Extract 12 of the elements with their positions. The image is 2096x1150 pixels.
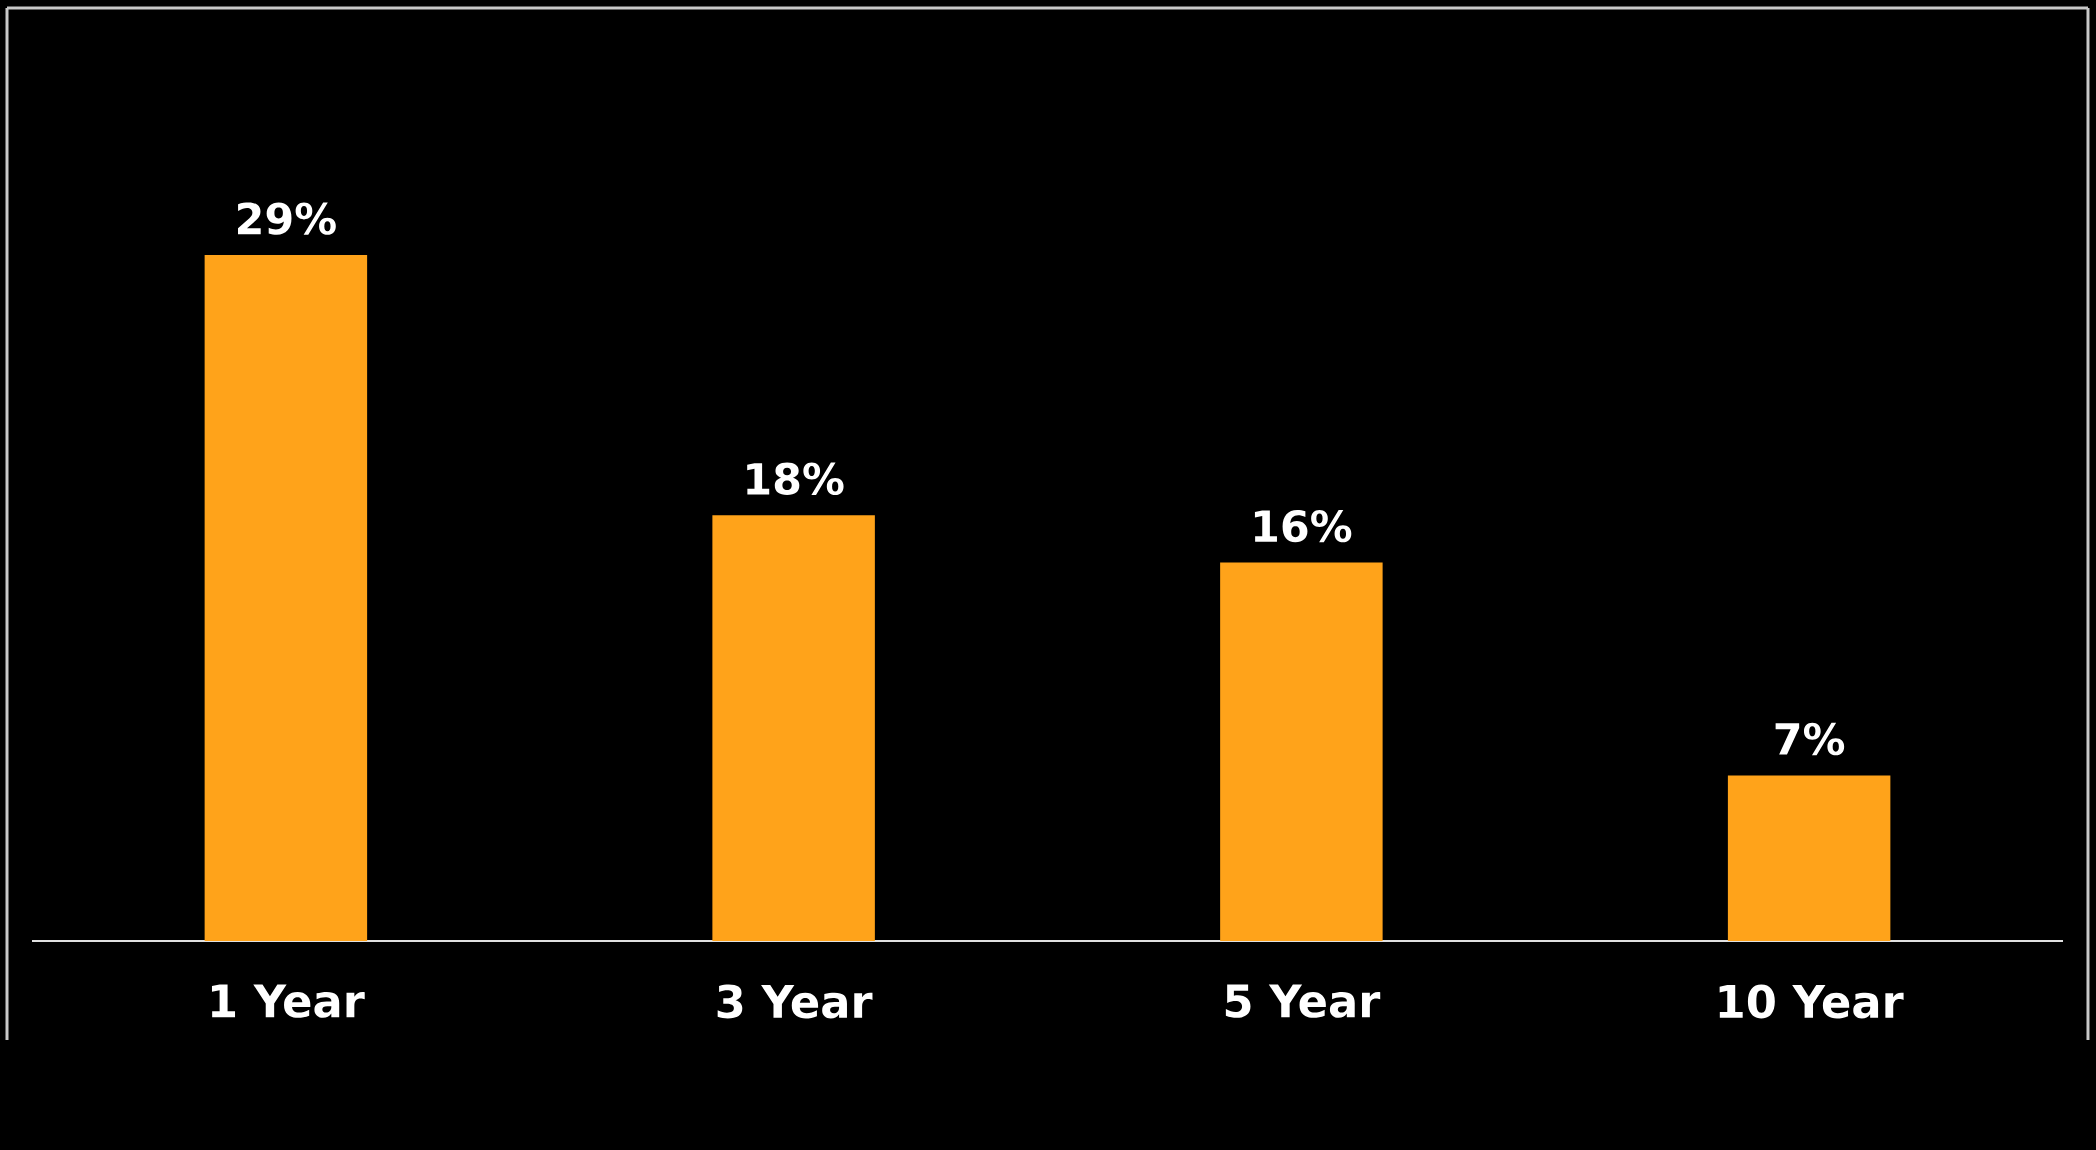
x-tick-label: 3 Year [717, 984, 873, 1019]
bar [1220, 562, 1383, 941]
x-tick-label: 5 Year [1225, 984, 1381, 1018]
data-label: 7% [1775, 722, 1845, 756]
data-label: 29% [238, 202, 336, 235]
x-tick-label: 10 Year [1719, 984, 1904, 1019]
x-tick-label: 1 Year [211, 984, 365, 1018]
bar [204, 254, 368, 941]
bar [712, 515, 875, 941]
bar [1727, 775, 1891, 941]
data-label: 18% [747, 462, 844, 495]
data-label: 16% [1254, 509, 1352, 543]
